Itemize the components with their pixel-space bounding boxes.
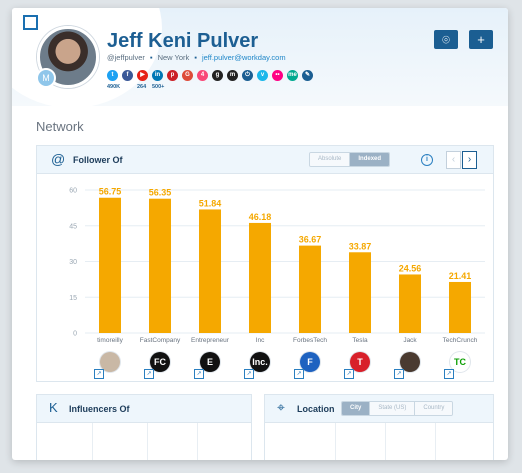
data-label: 56.75 [99,187,122,197]
profile-location: New York [157,53,190,62]
external-link-icon[interactable]: ↗ [94,369,104,379]
scale-toggle: Absolute Indexed [309,152,391,167]
profile-name: Jeff Keni Pulver [107,30,259,52]
follower-bar-chart: 0 15 30 45 60 56.75 timoreilly 56.35 FastCompany… [69,187,485,344]
logo-techcrunch[interactable]: TC [450,352,470,372]
influencers-panel-title: Influencers Of [69,404,130,414]
location-panel-header: ⌖ Location City State (US) Country [265,395,493,423]
influencers-panel-header: K Influencers Of [37,395,251,423]
about-me-icon[interactable]: me [287,70,298,81]
profile-email-link[interactable]: jeff.pulver@workday.com [201,53,286,62]
profile-subline: @jeffpulver ▪ New York ▪ jeff.pulver@workday… [107,53,286,62]
bar-jack [399,274,421,333]
data-label: 33.87 [349,241,372,251]
linkedin-icon[interactable]: in [152,70,163,81]
edit-icon[interactable]: ✎ [302,70,313,81]
section-title: Network [36,119,84,134]
social-count: 500+ [152,84,165,90]
info-icon[interactable]: i [421,154,433,166]
data-label: 56.35 [149,188,172,198]
avatar-badge: M [36,68,56,88]
data-label: 51.84 [199,198,222,208]
foursquare-icon[interactable]: 4 [197,70,208,81]
y-tick-label: 30 [69,259,77,266]
select-checkbox[interactable] [23,15,38,30]
external-link-icon[interactable]: ↗ [344,369,354,379]
x-tick-label: Jack [403,337,417,344]
social-count: 490K [107,84,121,90]
github-icon[interactable]: g [212,70,223,81]
pinterest-icon[interactable]: p [167,70,178,81]
bar-techcrunch [449,281,471,333]
bar-inc [249,222,271,333]
scan-icon: ⌾ [442,32,450,47]
influencer-icon: K [49,400,58,415]
flickr-icon[interactable]: •• [272,70,283,81]
prev-button[interactable]: ‹ [446,151,461,169]
segment-city[interactable]: City [342,402,371,415]
profile-card: M Jeff Keni Pulver @jeffpulver ▪ New York ▪… [12,8,508,460]
external-link-icon[interactable]: ↗ [394,369,404,379]
segment-indexed[interactable]: Indexed [350,153,390,166]
data-label: 46.18 [249,212,272,222]
y-tick-label: 45 [69,223,77,230]
bar-forbestech [299,245,321,333]
x-tick-label: Entrepreneur [191,337,230,344]
youtube-icon[interactable]: ▶ [137,70,148,81]
social-count: 264 [137,84,147,90]
segment-country[interactable]: Country [415,402,453,415]
logo-fastcompany[interactable]: FC [150,352,170,372]
bar-tesla [349,252,371,333]
logo-tesla[interactable]: T [350,352,370,372]
add-button[interactable]: + [469,30,493,49]
x-tick-label: Inc [256,337,265,344]
bar-entrepreneur [199,209,221,333]
google-plus-icon[interactable]: G [182,70,193,81]
location-pin-icon: ⌖ [277,399,285,415]
x-tick-label: timoreilly [97,337,123,344]
twitter-icon[interactable]: t [107,70,118,81]
logo-forbestech[interactable]: F [300,352,320,372]
data-label: 24.56 [399,263,422,273]
logo-jack[interactable] [400,352,420,372]
plus-icon: + [477,32,485,47]
facebook-icon[interactable]: f [122,70,133,81]
location-toggle: City State (US) Country [341,401,454,416]
profile-handle: @jeffpulver [107,53,145,62]
external-link-icon[interactable]: ↗ [294,369,304,379]
external-link-icon[interactable]: ↗ [444,369,454,379]
external-link-icon[interactable]: ↗ [244,369,254,379]
x-tick-label: Tesla [352,337,368,344]
meetup-icon[interactable]: m [227,70,238,81]
external-link-icon[interactable]: ↗ [194,369,204,379]
logo-entrepreneur[interactable]: E [200,352,220,372]
social-icons-row: t f ▶ in p G 4 g m ⏻ v •• me ✎ [107,70,313,81]
data-label: 21.41 [449,271,472,281]
power-icon[interactable]: ⏻ [242,70,253,81]
follower-of-panel: @ Follower Of Absolute Indexed i ‹ › 0 15… [36,145,494,382]
bar-fastcompany [149,198,171,333]
follower-panel-header: @ Follower Of Absolute Indexed i ‹ › [37,146,493,174]
y-tick-label: 0 [73,331,77,338]
next-button[interactable]: › [462,151,477,169]
data-label: 36.67 [299,235,322,245]
at-icon: @ [51,151,66,167]
logo-inc[interactable]: Inc. [250,352,270,372]
logo-timoreilly[interactable] [100,352,120,372]
x-tick-label: FastCompany [140,337,181,344]
follower-panel-title: Follower Of [73,155,123,165]
influencers-panel: K Influencers Of [36,394,252,460]
bar-timoreilly [99,197,121,333]
x-tick-label: ForbesTech [293,337,327,344]
scan-button[interactable]: ⌾ [434,30,458,49]
y-tick-label: 60 [69,188,77,195]
location-panel-title: Location [297,404,335,414]
vimeo-icon[interactable]: v [257,70,268,81]
y-tick-label: 15 [69,295,77,302]
segment-state[interactable]: State (US) [370,402,416,415]
external-link-icon[interactable]: ↗ [144,369,154,379]
x-tick-label: TechCrunch [443,337,478,344]
location-panel: ⌖ Location City State (US) Country [264,394,494,460]
segment-absolute[interactable]: Absolute [310,153,351,166]
